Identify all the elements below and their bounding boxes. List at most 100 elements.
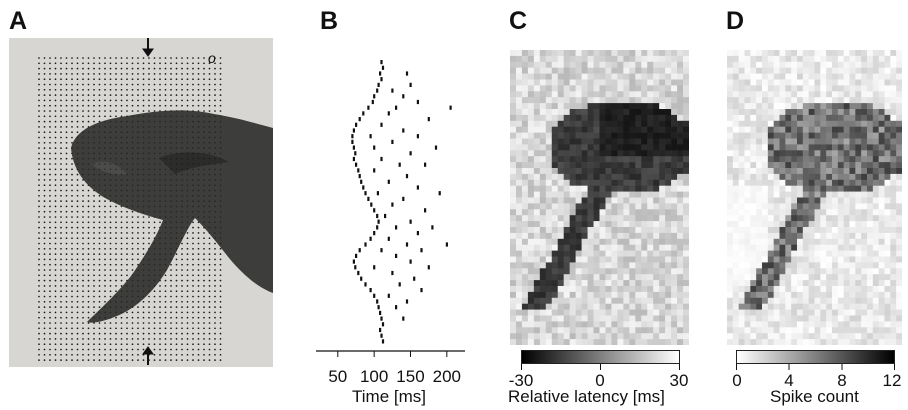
grid-dot [87,295,90,298]
grid-dot [104,327,106,330]
heatmap-cell [569,215,576,222]
grid-dot [87,232,90,234]
heatmap-cell [671,197,678,204]
grid-dot [120,348,123,351]
grid-dot [87,242,90,245]
grid-dot [153,168,156,171]
grid-dot [214,99,216,102]
grid-dot [203,152,205,155]
grid-dot [186,295,189,298]
heatmap-cell [510,55,517,63]
grid-dot [164,210,167,213]
heatmap-cell [635,156,642,163]
grid-dot [65,131,68,133]
grid-dot [115,327,117,330]
grid-dot [153,99,156,102]
grid-dot [181,210,183,213]
grid-dot [208,189,211,192]
grid-dot [153,104,156,107]
heatmap-cell [635,109,642,116]
grid-dot [76,120,79,123]
grid-dot [175,343,178,346]
grid-dot [82,322,84,324]
grid-dot [109,316,112,319]
grid-dot [93,126,95,128]
heatmap-cell [533,97,541,104]
heatmap-cell [677,120,684,127]
grid-dot [181,205,183,208]
grid-dot [126,110,128,112]
grid-dot [49,99,51,102]
grid-dot [214,306,216,308]
grid-dot [148,104,150,107]
heatmap-cell [515,197,523,204]
grid-dot [148,147,150,149]
heatmap-cell [683,109,689,116]
heatmap-cell [659,50,666,57]
grid-dot [82,232,84,234]
grid-dot [120,120,123,123]
heatmap-cell [527,97,535,104]
heatmap-cell [563,109,570,116]
grid-dot [65,210,68,213]
heatmap-cell [629,191,636,198]
grid-dot [93,62,95,65]
grid-dot [49,62,51,65]
grid-dot [126,99,128,102]
grid-dot [60,163,62,165]
grid-dot [142,359,145,361]
grid-dot [197,322,200,324]
grid-dot [197,316,200,319]
heatmap-cell [593,109,600,116]
grid-dot [115,89,117,91]
heatmap-cell [677,191,684,198]
grid-dot [197,57,200,59]
grid-dot [203,216,205,218]
grid-dot [203,184,205,186]
grid-dot [93,316,95,319]
heatmap-cell [545,173,553,181]
grid-dot [219,348,222,351]
grid-dot [175,253,178,255]
heatmap-cell [563,144,570,151]
grid-dot [181,311,183,314]
grid-dot [120,221,123,224]
grid-dot [137,205,139,208]
heatmap-cell [533,156,541,163]
heatmap-cell [677,79,684,86]
grid-dot [76,348,79,351]
grid-dot [87,221,90,224]
grid-dot [214,142,216,144]
grid-dot [148,179,150,181]
grid-dot [170,152,172,155]
grid-dot [104,152,106,155]
heatmap-cell [545,144,553,151]
grid-dot [181,354,183,356]
grid-dot [131,73,134,75]
grid-dot [192,163,194,165]
grid-dot [219,248,222,250]
grid-dot [120,216,123,218]
heatmap-cell [659,126,666,133]
grid-dot [98,83,101,86]
grid-dot [49,232,51,234]
grid-dot [87,184,90,186]
grid-dot [126,216,128,218]
grid-dot [137,285,139,287]
grid-dot [93,354,95,356]
spike-mark [380,333,383,338]
grid-dot [71,322,73,324]
grid-dot [82,195,84,197]
grid-dot [137,332,139,335]
heatmap-cell [659,179,666,186]
grid-dot [71,348,73,351]
grid-dot [104,205,106,208]
grid-dot [170,327,172,330]
grid-dot [60,354,62,356]
grid-dot [142,263,145,266]
grid-dot [104,62,106,65]
grid-dot [131,348,134,351]
grid-dot [153,348,156,351]
grid-dot [98,163,101,165]
heatmap-cell [629,156,636,163]
